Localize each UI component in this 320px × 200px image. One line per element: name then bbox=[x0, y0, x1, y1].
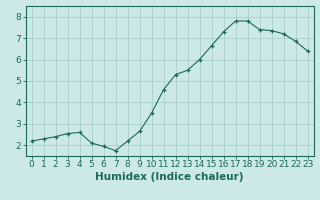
X-axis label: Humidex (Indice chaleur): Humidex (Indice chaleur) bbox=[95, 172, 244, 182]
